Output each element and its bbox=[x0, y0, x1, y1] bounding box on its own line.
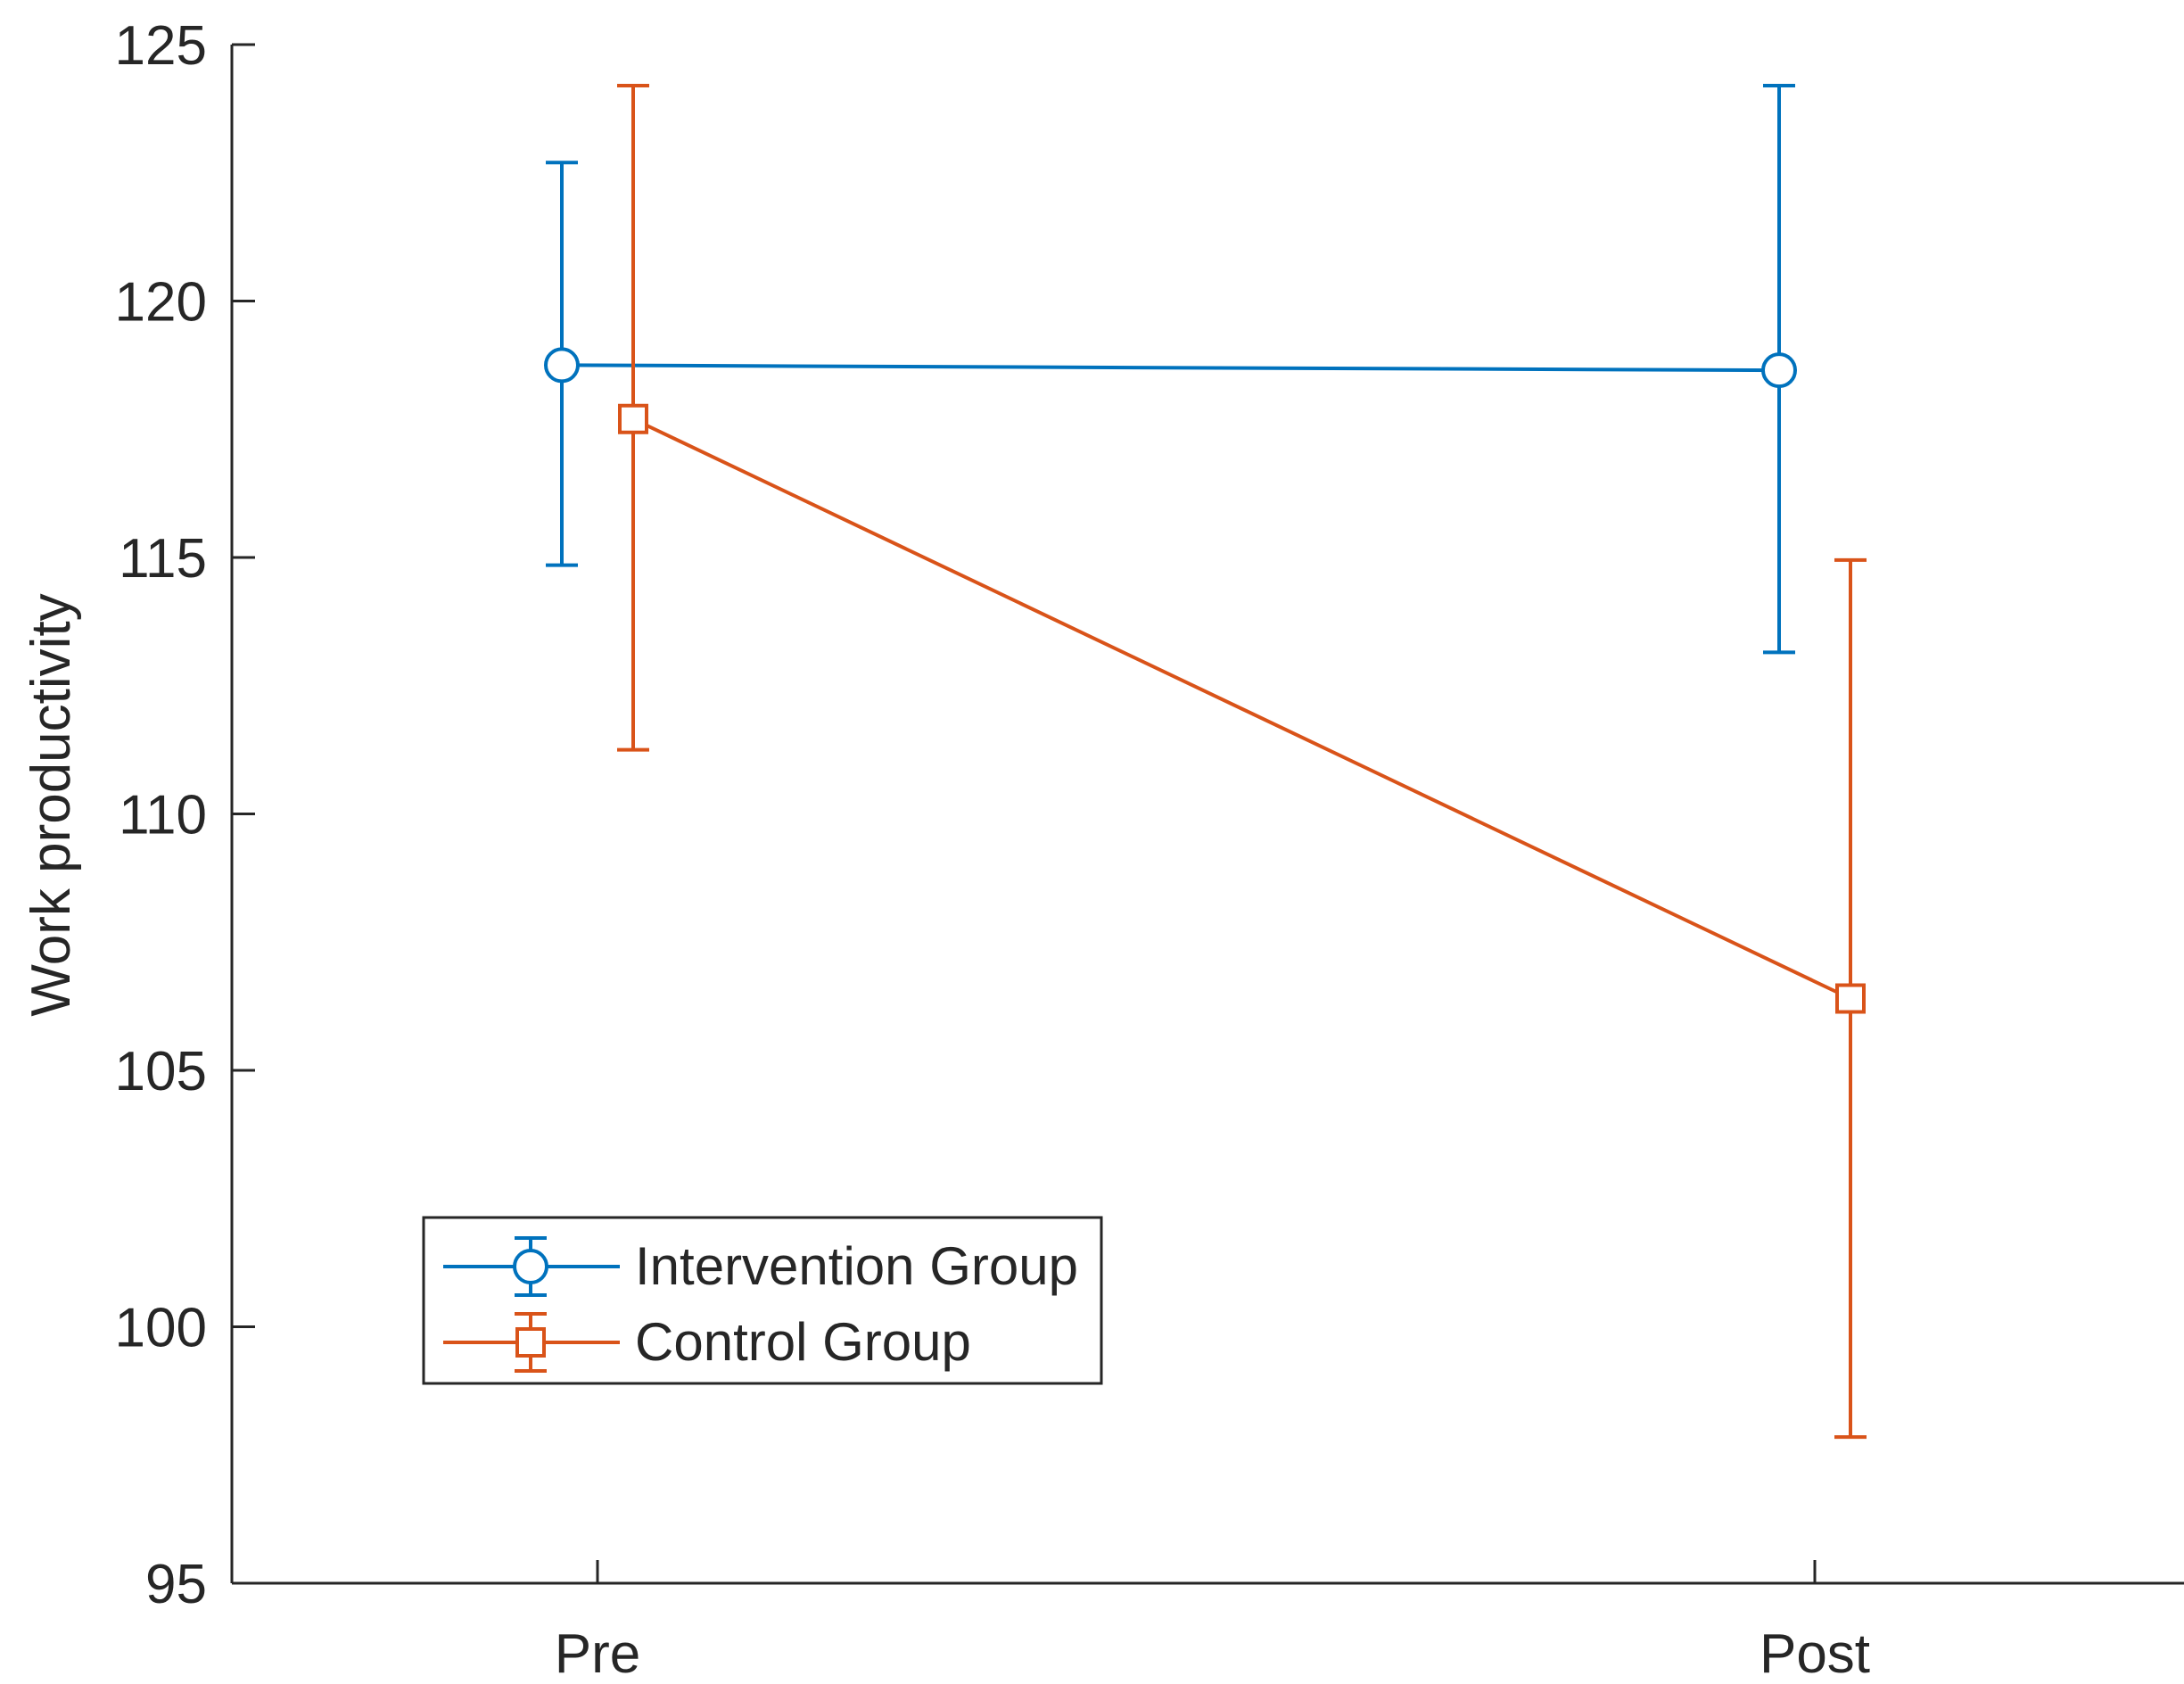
y-tick-label: 110 bbox=[119, 785, 207, 846]
data-point-square bbox=[1835, 983, 1866, 1014]
x-tick-label: Post bbox=[1760, 1623, 1870, 1680]
legend-item: Control Group bbox=[443, 1312, 971, 1373]
series-layer bbox=[544, 84, 1867, 1440]
legend-label: Control Group bbox=[635, 1312, 971, 1372]
series-1 bbox=[617, 84, 1867, 1440]
legend-label: Intervention Group bbox=[635, 1236, 1078, 1296]
y-axis-title: Work productivity bbox=[21, 593, 82, 1016]
series-line bbox=[632, 417, 1851, 1001]
data-point-circle bbox=[1761, 352, 1797, 389]
data-point-square bbox=[618, 403, 648, 434]
axes: 95 100 105 110 115 120 125 Pre Post Work producti… bbox=[21, 15, 2184, 1684]
legend-marker-circle bbox=[513, 1249, 548, 1284]
series-0 bbox=[544, 84, 1797, 655]
series-line bbox=[561, 363, 1780, 373]
data-point-circle bbox=[544, 347, 580, 384]
y-tick-label: 95 bbox=[145, 1554, 207, 1615]
y-tick-label: 105 bbox=[115, 1041, 207, 1102]
legend-item: Intervention Group bbox=[443, 1236, 1078, 1297]
y-tick-label: 100 bbox=[115, 1298, 207, 1359]
legend: Intervention Group Control Group bbox=[422, 1216, 1103, 1385]
y-tick-label: 120 bbox=[115, 272, 207, 334]
legend-marker-square bbox=[515, 1327, 546, 1358]
y-tick-label: 115 bbox=[119, 528, 207, 590]
x-tick-label: Pre bbox=[555, 1623, 640, 1680]
y-tick-label: 125 bbox=[115, 15, 207, 77]
